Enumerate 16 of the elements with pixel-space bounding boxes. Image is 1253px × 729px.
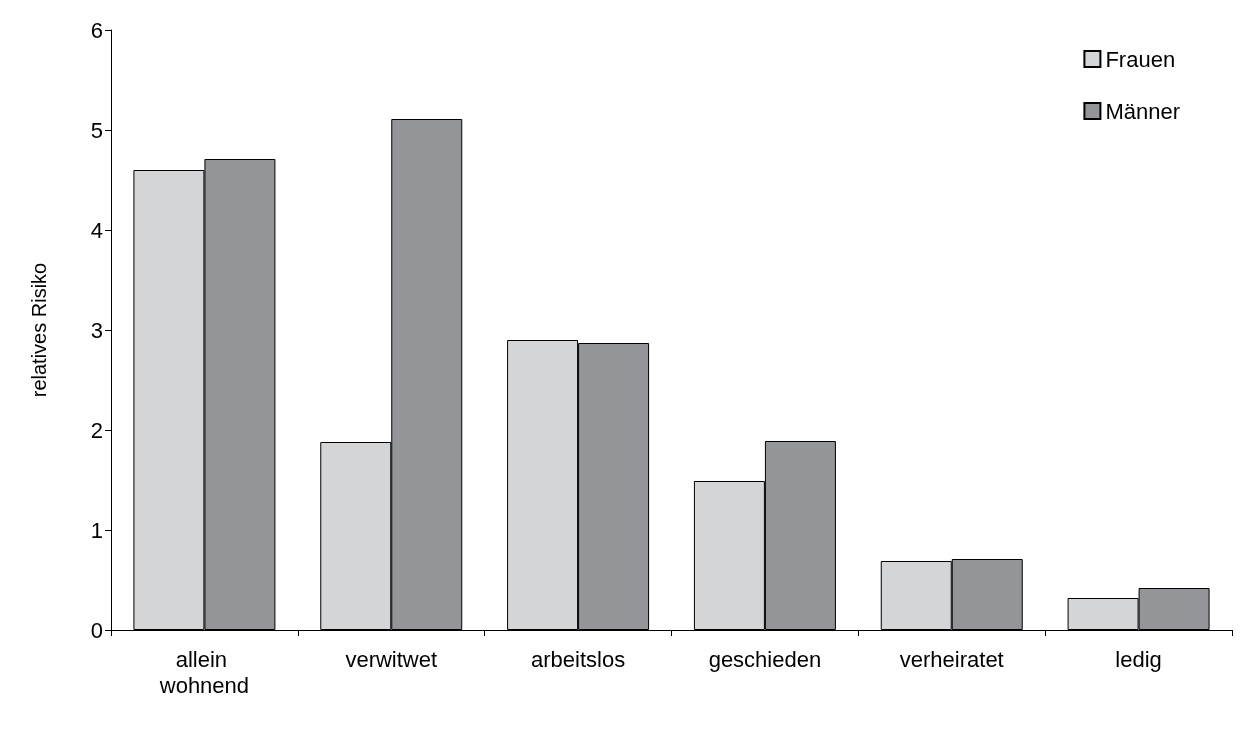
y-tick-label: 2 — [90, 417, 103, 443]
x-tick-label: allein wohnend — [158, 646, 250, 698]
x-tick-label: arbeitslos — [531, 646, 626, 672]
y-tick-label: 4 — [90, 217, 103, 243]
y-tick-label: 3 — [90, 317, 103, 343]
x-tick-label: ledig — [1115, 646, 1162, 672]
legend-label: Frauen — [1105, 46, 1176, 72]
y-tick-label: 0 — [90, 617, 103, 643]
y-tick-label: 6 — [90, 17, 103, 43]
y-axis-title: relatives Risiko — [28, 262, 50, 398]
y-tick-label: 5 — [90, 117, 103, 143]
y-tick-label: 1 — [90, 517, 103, 543]
x-tick-label: verwitwet — [345, 646, 438, 672]
x-tick-label: verheiratet — [899, 646, 1004, 672]
x-tick-label: geschieden — [708, 646, 822, 672]
legend-label: Männer — [1105, 98, 1180, 124]
